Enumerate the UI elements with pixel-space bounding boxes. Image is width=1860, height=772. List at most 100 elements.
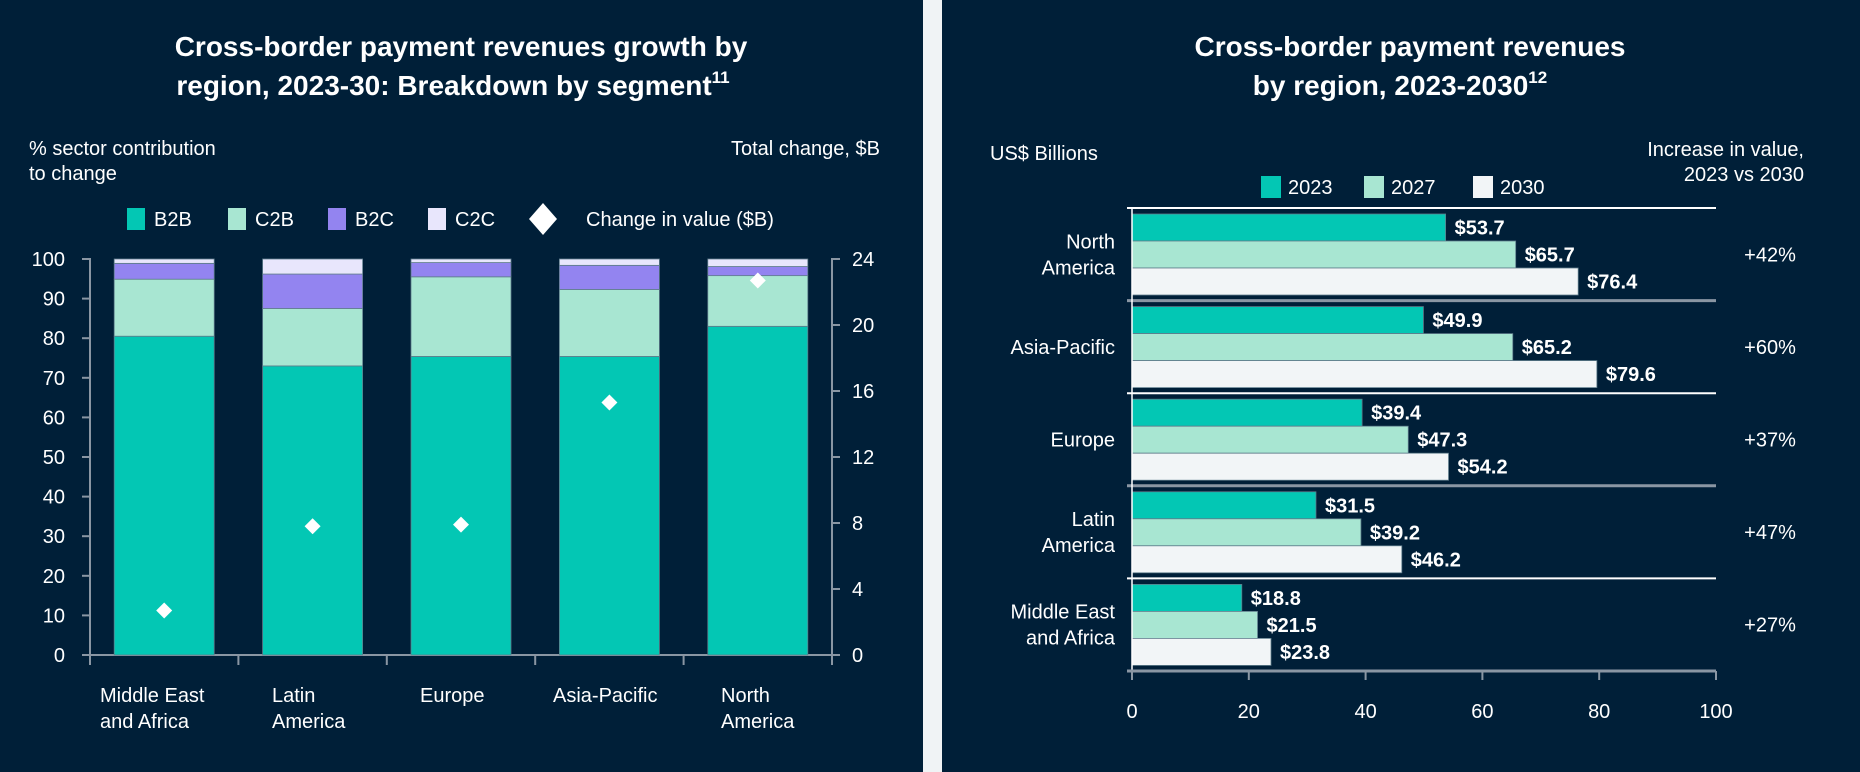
right-chart-axes: 0 20 40 60 80 100 bbox=[1126, 207, 1733, 723]
bar-segment-c2b-europe bbox=[410, 276, 512, 357]
x-category-label-north-america: America bbox=[721, 711, 795, 733]
bar-2023-middle-east-and-africa bbox=[1131, 584, 1243, 612]
value-label-2027-europe: $47.3 bbox=[1417, 430, 1467, 452]
y-category-label-middle-east-and-africa: Middle East bbox=[1011, 602, 1116, 624]
x-category-label-north-america: North bbox=[721, 685, 770, 707]
right-chart-footnote: 12 bbox=[1528, 68, 1547, 87]
regional-revenue-chart: Cross-border payment revenues by region,… bbox=[990, 31, 1804, 723]
change-marker-latin-america bbox=[304, 518, 321, 535]
increase-header-line-1: Increase in value, bbox=[1647, 139, 1804, 161]
legend-swatch-c2c bbox=[428, 208, 446, 230]
y-category-label-north-america: America bbox=[1042, 257, 1116, 279]
right-y-tick-label: 4 bbox=[852, 579, 863, 601]
left-y-tick-label: 20 bbox=[43, 566, 65, 588]
right-chart-bars: $53.7 $65.7 $76.4 North America +42% $49.9 $65.… bbox=[1011, 213, 1796, 666]
change-marker-asia-pacific bbox=[601, 394, 618, 411]
bar-2030-north-america bbox=[1131, 267, 1579, 296]
y-category-label-europe: Europe bbox=[1051, 430, 1116, 452]
x-tick-label: 80 bbox=[1588, 701, 1610, 723]
change-marker-europe bbox=[453, 516, 469, 533]
bar-2023-latin-america bbox=[1131, 491, 1317, 520]
bar-2023-north-america bbox=[1131, 213, 1447, 242]
left-y-axis-label-line-2: to change bbox=[29, 163, 117, 185]
bar-segment-c2b-asia-pacific bbox=[559, 289, 660, 357]
increase-label-asia-pacific: +60% bbox=[1744, 337, 1796, 359]
bar-2030-middle-east-and-africa bbox=[1131, 638, 1272, 666]
value-label-2030-asia-pacific: $79.6 bbox=[1606, 364, 1656, 386]
left-chart-category-labels: Middle East and Africa Latin America Europe A… bbox=[100, 685, 795, 733]
left-y-tick-label: 70 bbox=[43, 368, 65, 390]
increase-label-north-america: +42% bbox=[1744, 244, 1796, 266]
x-category-label-asia-pacific: Asia-Pacific bbox=[553, 685, 657, 707]
value-label-2027-north-america: $65.7 bbox=[1525, 245, 1575, 267]
bar-2027-middle-east-and-africa bbox=[1131, 611, 1258, 639]
bar-segment-b2c-middle-east-and-africa bbox=[113, 262, 215, 280]
bar-segment-c2c-europe bbox=[410, 258, 512, 263]
legend-swatch-b2b bbox=[127, 208, 145, 230]
bar-2030-europe bbox=[1131, 452, 1449, 481]
bar-segment-c2c-latin-america bbox=[262, 258, 364, 275]
right-chart-title-line-1: Cross-border payment revenues bbox=[1194, 31, 1625, 62]
increase-label-europe: +37% bbox=[1744, 430, 1796, 452]
legend-label-2023: 2023 bbox=[1288, 177, 1333, 199]
bar-segment-b2b-europe bbox=[410, 356, 512, 656]
bar-2030-latin-america bbox=[1131, 545, 1403, 574]
legend-label-c2b: C2B bbox=[255, 209, 294, 231]
value-label-2030-latin-america: $46.2 bbox=[1411, 549, 1461, 571]
value-label-2030-north-america: $76.4 bbox=[1587, 272, 1638, 294]
legend-swatch-b2c bbox=[328, 208, 346, 230]
right-chart-title-text: by region, 2023-2030 bbox=[1253, 70, 1528, 101]
value-label-2027-asia-pacific: $65.2 bbox=[1522, 337, 1572, 359]
bar-segment-c2c-asia-pacific bbox=[559, 258, 660, 266]
left-chart-legend: B2B C2B B2C C2C Change in value ($B) bbox=[127, 203, 774, 235]
value-label-2023-europe: $39.4 bbox=[1371, 403, 1422, 425]
left-chart-title-line-2: region, 2023-30: Breakdown by segment11 bbox=[176, 68, 729, 101]
left-y-tick-label: 30 bbox=[43, 526, 65, 548]
y-category-label-north-america: North bbox=[1066, 231, 1115, 253]
x-tick-label: 40 bbox=[1354, 701, 1376, 723]
bar-segment-c2c-north-america bbox=[707, 258, 809, 267]
legend-swatch-c2b bbox=[228, 208, 246, 230]
legend-swatch-2027 bbox=[1364, 176, 1384, 198]
value-label-2027-middle-east-and-africa: $21.5 bbox=[1267, 615, 1317, 637]
right-chart-title-line-2: by region, 2023-203012 bbox=[1253, 68, 1547, 101]
left-y-axis-label-line-1: % sector contribution bbox=[29, 138, 216, 160]
bar-segment-c2b-latin-america bbox=[262, 308, 364, 367]
bar-segment-c2b-middle-east-and-africa bbox=[113, 278, 215, 337]
x-tick-label: 0 bbox=[1126, 701, 1137, 723]
bar-segment-b2c-latin-america bbox=[262, 273, 364, 309]
y-category-label-latin-america: Latin bbox=[1072, 509, 1115, 531]
bar-2027-europe bbox=[1131, 425, 1409, 454]
right-chart-legend: 2023 2027 2030 bbox=[1261, 176, 1545, 199]
y-category-label-middle-east-and-africa: and Africa bbox=[1026, 628, 1116, 650]
left-y-tick-label: 60 bbox=[43, 407, 65, 429]
legend-diamond-icon bbox=[529, 203, 557, 235]
left-y-tick-label: 0 bbox=[54, 645, 65, 667]
right-y-tick-label: 8 bbox=[852, 513, 863, 535]
segment-breakdown-chart: Cross-border payment revenues growth by … bbox=[29, 31, 880, 733]
legend-label-b2c: B2C bbox=[355, 209, 394, 231]
right-y-tick-label: 16 bbox=[852, 381, 874, 403]
legend-swatch-2023 bbox=[1261, 176, 1281, 198]
x-axis-unit-label: US$ Billions bbox=[990, 143, 1098, 165]
bar-segment-b2b-middle-east-and-africa bbox=[113, 335, 215, 656]
increase-label-middle-east-and-africa: +27% bbox=[1744, 615, 1796, 637]
right-y-axis-label: Total change, $B bbox=[731, 138, 880, 160]
right-y-tick-label: 0 bbox=[852, 645, 863, 667]
x-category-label-middle-east-and-africa: Middle East bbox=[100, 685, 205, 707]
left-chart-markers bbox=[156, 272, 766, 619]
left-chart-footnote: 11 bbox=[712, 68, 730, 87]
left-y-tick-label: 50 bbox=[43, 447, 65, 469]
x-tick-label: 100 bbox=[1699, 701, 1732, 723]
x-category-label-latin-america: America bbox=[272, 711, 346, 733]
bar-segment-b2c-europe bbox=[410, 262, 512, 278]
legend-label-b2b: B2B bbox=[154, 209, 192, 231]
right-y-tick-label: 12 bbox=[852, 447, 874, 469]
x-category-label-latin-america: Latin bbox=[272, 685, 315, 707]
increase-header-line-2: 2023 vs 2030 bbox=[1684, 164, 1804, 186]
left-y-tick-label: 10 bbox=[43, 605, 65, 627]
bar-segment-b2c-asia-pacific bbox=[559, 264, 660, 290]
bar-segment-b2b-latin-america bbox=[262, 365, 364, 656]
bar-2027-north-america bbox=[1131, 240, 1517, 269]
